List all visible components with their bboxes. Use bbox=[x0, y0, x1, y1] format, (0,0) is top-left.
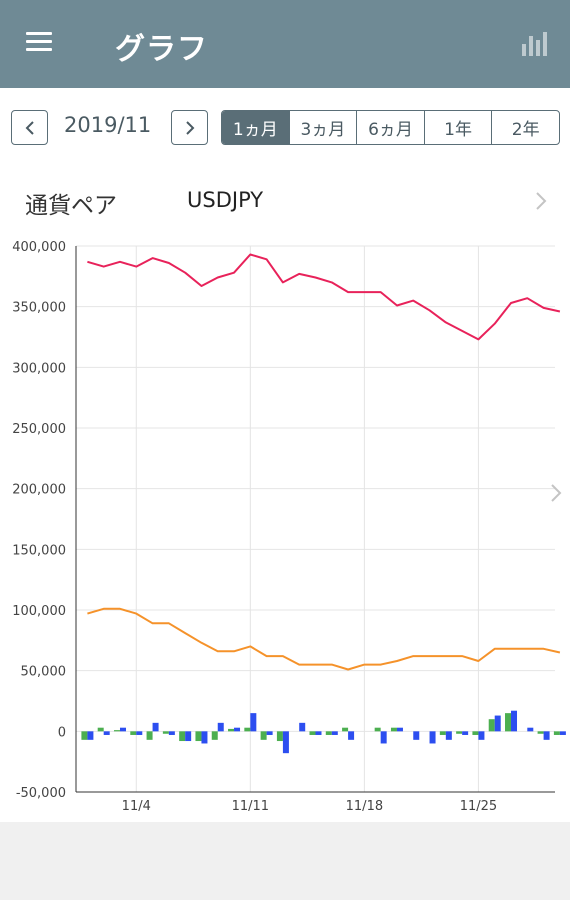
green-bar bbox=[130, 731, 137, 735]
green-bar bbox=[537, 731, 544, 734]
green-bar bbox=[146, 731, 153, 740]
green-bar bbox=[276, 731, 283, 742]
prev-month-button[interactable] bbox=[11, 110, 48, 145]
page-title: グラフ bbox=[115, 32, 208, 67]
blue-bar bbox=[445, 731, 452, 740]
green-bar bbox=[488, 719, 495, 732]
blue-bar bbox=[234, 727, 241, 732]
green-bar bbox=[472, 731, 479, 735]
blue-bar bbox=[348, 731, 355, 740]
period-selector: 1ヵ月 3ヵ月 6ヵ月 1年 2年 bbox=[221, 110, 560, 145]
blue-bar bbox=[282, 731, 289, 754]
blue-bar bbox=[543, 731, 550, 740]
currency-pair-row[interactable]: 通貨ペア USDJPY bbox=[0, 178, 570, 226]
blue-bar bbox=[559, 731, 566, 735]
y-tick-label: 250,000 bbox=[12, 422, 66, 437]
blue-bar bbox=[168, 731, 175, 735]
y-tick-label: 50,000 bbox=[21, 665, 67, 680]
x-tick-label: 11/4 bbox=[122, 799, 151, 814]
blue-bar bbox=[152, 722, 159, 732]
y-tick-label: -50,000 bbox=[16, 786, 66, 801]
green-bar bbox=[505, 713, 512, 732]
blue-bar bbox=[201, 731, 208, 744]
green-bar bbox=[113, 730, 120, 732]
period-3-months[interactable]: 3ヵ月 bbox=[290, 111, 358, 144]
green-bar bbox=[244, 727, 251, 732]
orange-series-line bbox=[87, 607, 561, 671]
y-tick-label: 350,000 bbox=[12, 301, 66, 316]
green-bar bbox=[228, 728, 235, 732]
blue-bar bbox=[136, 731, 143, 735]
blue-bar bbox=[413, 731, 420, 740]
green-bar bbox=[195, 731, 202, 742]
blue-bar bbox=[315, 731, 322, 735]
green-bar bbox=[553, 731, 560, 735]
app-bar: グラフ bbox=[0, 0, 570, 88]
green-bar bbox=[260, 731, 267, 740]
period-1-month[interactable]: 1ヵ月 bbox=[222, 111, 290, 144]
blue-bar bbox=[103, 731, 110, 735]
y-tick-label: 400,000 bbox=[12, 240, 66, 255]
blue-bar bbox=[462, 731, 469, 735]
bar-chart-icon[interactable] bbox=[520, 30, 548, 58]
blue-bar bbox=[527, 727, 534, 732]
period-6-months[interactable]: 6ヵ月 bbox=[357, 111, 425, 144]
period-1-year[interactable]: 1年 bbox=[425, 111, 493, 144]
blue-bar bbox=[478, 731, 485, 740]
x-tick-label: 11/11 bbox=[232, 799, 269, 814]
green-bar bbox=[439, 731, 446, 735]
green-bar bbox=[309, 731, 316, 735]
green-bar bbox=[325, 731, 332, 735]
blue-bar bbox=[331, 731, 338, 735]
green-bar bbox=[162, 731, 169, 734]
green-bar bbox=[456, 731, 463, 734]
y-tick-label: 100,000 bbox=[12, 604, 66, 619]
blue-bar bbox=[299, 722, 306, 732]
y-tick-label: 150,000 bbox=[12, 543, 66, 558]
x-tick-label: 11/25 bbox=[460, 799, 497, 814]
green-bar bbox=[179, 731, 186, 742]
blue-bar bbox=[185, 731, 192, 742]
blue-bar bbox=[380, 731, 387, 744]
period-2-years[interactable]: 2年 bbox=[511, 120, 540, 140]
red-series-line bbox=[87, 253, 561, 341]
next-month-button[interactable] bbox=[171, 110, 208, 145]
x-tick-label: 11/18 bbox=[346, 799, 383, 814]
blue-bar bbox=[396, 727, 403, 732]
menu-icon[interactable] bbox=[26, 32, 52, 52]
blue-bar bbox=[429, 731, 436, 744]
content-area bbox=[0, 88, 570, 822]
green-bar bbox=[81, 731, 88, 740]
green-bar bbox=[390, 727, 397, 732]
green-bar bbox=[97, 727, 104, 732]
y-tick-label: 0 bbox=[58, 725, 66, 740]
green-bar bbox=[211, 731, 218, 740]
chevron-right-icon bbox=[185, 120, 194, 135]
chevron-right-icon bbox=[536, 192, 547, 210]
chevron-left-icon bbox=[25, 120, 34, 135]
blue-bar bbox=[217, 722, 224, 732]
blue-bar bbox=[87, 731, 94, 740]
current-month: 2019/11 bbox=[64, 113, 152, 137]
blue-bar bbox=[511, 710, 518, 732]
y-tick-label: 300,000 bbox=[12, 361, 66, 376]
chevron-right-icon[interactable] bbox=[549, 482, 563, 504]
y-tick-label: 200,000 bbox=[12, 483, 66, 498]
blue-bar bbox=[266, 731, 273, 735]
green-bar bbox=[342, 727, 349, 732]
currency-pair-value: USDJPY bbox=[187, 188, 264, 212]
chart: -50,000 0 50,000 100,000 150,000 200,000 250,0… bbox=[12, 240, 566, 814]
blue-bar bbox=[494, 715, 501, 732]
currency-pair-label: 通貨ペア bbox=[25, 193, 117, 219]
blue-bar bbox=[250, 713, 257, 732]
blue-bar bbox=[119, 727, 126, 732]
green-bar bbox=[374, 727, 381, 732]
